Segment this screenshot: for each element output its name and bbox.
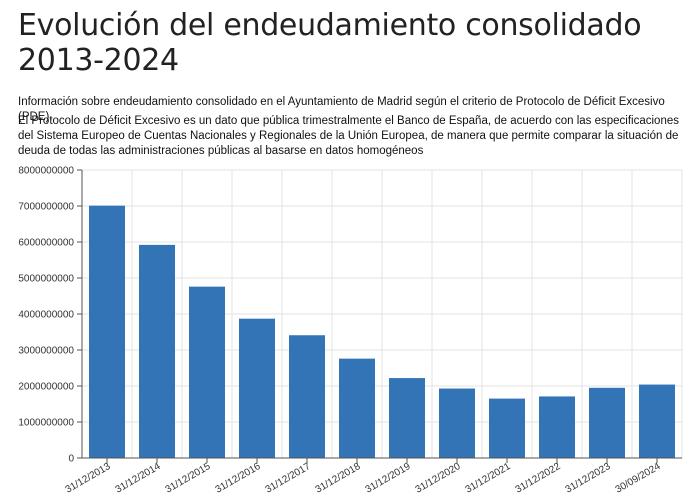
bar-31/12/2023[interactable] xyxy=(589,387,625,458)
page-title: Evolución del endeudamiento consolidado … xyxy=(18,8,642,78)
x-tick-label: 31/12/2020 xyxy=(414,461,463,496)
y-tick-label: 3000000000 xyxy=(18,346,74,357)
y-tick-label: 0 xyxy=(68,454,74,465)
x-tick-label: 31/12/2013 xyxy=(64,461,113,496)
y-tick-label: 7000000000 xyxy=(18,202,74,213)
x-tick-label: 31/12/2023 xyxy=(564,461,613,496)
bar-31/12/2013[interactable] xyxy=(89,205,125,458)
bar-31/12/2021[interactable] xyxy=(489,398,525,458)
bar-31/12/2019[interactable] xyxy=(389,378,425,458)
x-tick-label: 31/12/2015 xyxy=(164,461,213,496)
y-tick-label: 5000000000 xyxy=(18,274,74,285)
y-tick-label: 1000000000 xyxy=(18,418,74,429)
x-tick-label: 31/12/2021 xyxy=(464,461,513,496)
x-tick-label: 31/12/2014 xyxy=(114,461,163,496)
x-tick-label: 31/12/2017 xyxy=(264,461,313,496)
x-tick-label: 31/12/2016 xyxy=(214,461,263,496)
debt-bar-chart: 0 1000000000 2000000000 3000000000 400000000… xyxy=(18,166,683,496)
y-tick-label: 2000000000 xyxy=(18,382,74,393)
bar-31/12/2014[interactable] xyxy=(139,244,175,458)
chart-bars xyxy=(89,205,675,458)
bar-31/12/2015[interactable] xyxy=(189,286,225,458)
bar-31/12/2022[interactable] xyxy=(539,396,575,458)
y-tick-label: 8000000000 xyxy=(18,166,74,177)
bar-30/09/2024[interactable] xyxy=(639,384,675,458)
x-axis-ticks: 31/12/2013 31/12/2014 31/12/2015 31/12/2016… xyxy=(64,458,663,496)
description-text: El Protocolo de Déficit Excesivo es un d… xyxy=(18,115,679,157)
intro-text: Información sobre endeudamiento consolid… xyxy=(18,96,665,123)
y-axis-ticks: 0 1000000000 2000000000 3000000000 400000000… xyxy=(18,166,82,465)
bar-31/12/2020[interactable] xyxy=(439,388,475,458)
bar-31/12/2017[interactable] xyxy=(289,335,325,458)
x-tick-label: 30/09/2024 xyxy=(614,461,663,496)
bar-31/12/2018[interactable] xyxy=(339,358,375,458)
x-tick-label: 31/12/2018 xyxy=(314,461,363,496)
y-tick-label: 4000000000 xyxy=(18,310,74,321)
y-tick-label: 6000000000 xyxy=(18,238,74,249)
bar-31/12/2016[interactable] xyxy=(239,318,275,458)
x-tick-label: 31/12/2022 xyxy=(514,461,563,496)
x-tick-label: 31/12/2019 xyxy=(364,461,413,496)
